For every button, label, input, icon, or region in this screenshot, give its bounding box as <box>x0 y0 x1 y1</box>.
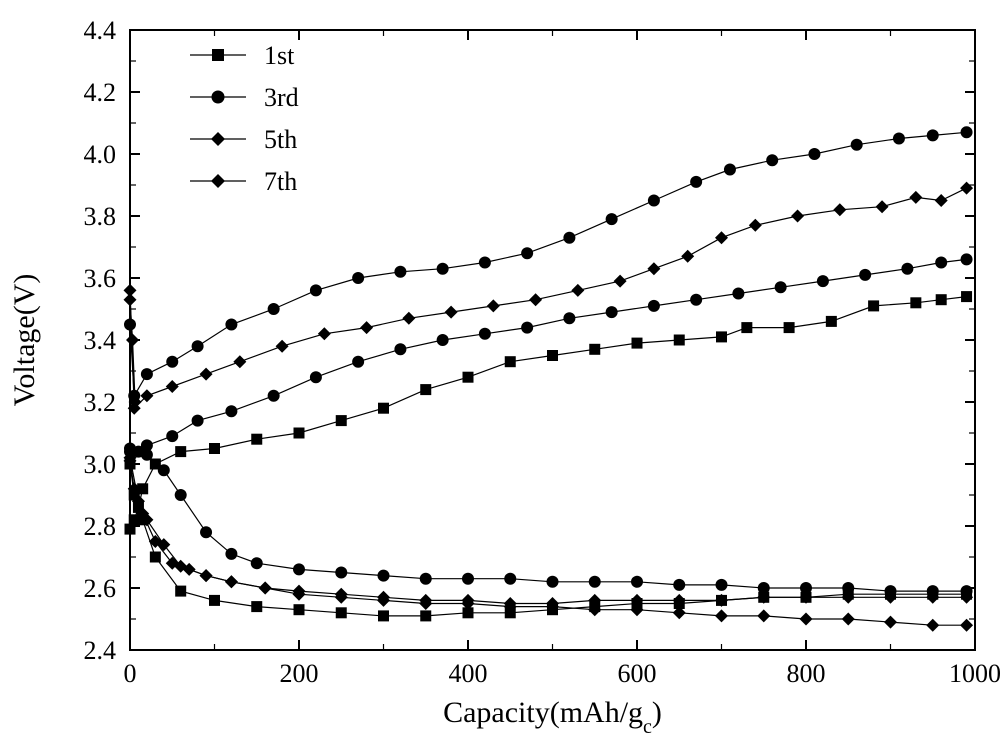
x-tick-label: 1000 <box>949 659 1000 688</box>
x-tick-label: 0 <box>124 659 137 688</box>
y-tick-label: 4.2 <box>84 78 117 107</box>
legend-label: 7th <box>264 167 297 196</box>
y-axis-label: Voltage(V) <box>8 274 41 407</box>
y-tick-label: 2.8 <box>84 512 117 541</box>
x-axis-label: Capacity(mAh/gc) <box>443 696 662 738</box>
y-tick-label: 2.6 <box>84 574 117 603</box>
y-tick-label: 4.0 <box>84 140 117 169</box>
legend-label: 1st <box>264 41 295 70</box>
y-tick-label: 3.4 <box>84 326 117 355</box>
y-tick-label: 3.6 <box>84 264 117 293</box>
chart-container: 0 200 400 600 800 1000 2.4 2.6 2.8 3.0 3.2 3.4 3.6 3.… <box>0 0 1000 742</box>
series-3rd_discharge <box>124 443 973 598</box>
legend-label: 5th <box>264 125 297 154</box>
y-tick-label: 3.8 <box>84 202 117 231</box>
y-tick-label: 2.4 <box>84 636 117 665</box>
series-1st_charge <box>125 291 973 534</box>
series-5th_charge <box>124 182 974 415</box>
series-7th_discharge <box>124 454 974 631</box>
x-tick-label: 400 <box>449 659 488 688</box>
x-tick-label: 800 <box>787 659 826 688</box>
voltage-capacity-chart: 0 200 400 600 800 1000 2.4 2.6 2.8 3.0 3.2 3.4 3.6 3.… <box>0 0 1000 742</box>
x-tick-label: 200 <box>280 659 319 688</box>
plot-border <box>130 30 975 650</box>
y-tick-label: 3.2 <box>84 388 117 417</box>
x-tick-label: 600 <box>618 659 657 688</box>
legend: 1st 3rd 5th 7th <box>190 41 299 196</box>
y-tick-label: 4.4 <box>84 16 117 45</box>
legend-label: 3rd <box>264 83 299 112</box>
y-tick-label: 3.0 <box>84 450 117 479</box>
